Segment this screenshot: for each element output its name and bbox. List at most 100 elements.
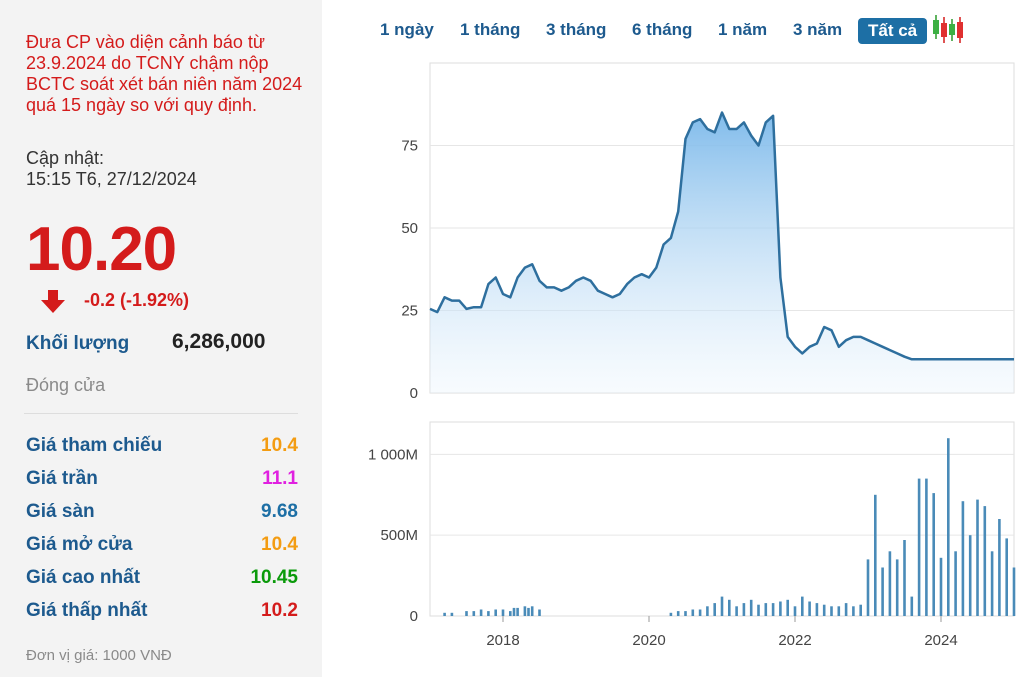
unit-note: Đơn vị giá: 1000 VNĐ [26,647,172,664]
volume-bar [764,603,768,616]
volume-bar [947,438,950,616]
volume-bar [749,599,753,616]
volume-bar [808,601,811,616]
volume-bar [786,599,789,616]
volume-bar [523,606,527,616]
stat-label: Giá trần [26,468,98,489]
volume-bar [1005,538,1008,616]
price-chart: 0 25 50 75 [401,62,1015,402]
tab-3-months[interactable]: 3 tháng [546,20,607,39]
market-status: Đóng cửa [26,375,106,395]
volume-bar [501,609,505,616]
candlestick-chart-icon[interactable] [930,13,966,45]
stat-row-floor: Giá sàn 9.68 [26,501,298,525]
volume-bar [538,609,541,616]
volume-bar [998,519,1001,616]
volume-bar [874,494,877,617]
volume-bar [443,612,446,616]
volume-bar [815,603,819,616]
volume-bar [757,604,760,616]
stat-label: Giá tham chiếu [26,435,163,456]
stat-value: 10.4 [261,534,298,555]
price-line [429,111,1014,361]
period-tabs: 1 ngày 1 tháng 3 tháng 6 tháng 1 năm 3 n… [372,18,992,46]
volume-bar [925,478,928,616]
tab-1-month[interactable]: 1 tháng [460,20,521,39]
stat-label: Giá cao nhất [26,567,141,588]
update-info: Cập nhật: 15:15 T6, 27/12/2024 [26,148,306,190]
volume-bar [669,612,673,616]
down-arrow-icon [41,290,65,313]
volume-bar [910,596,914,616]
volume-bar [728,599,731,616]
stat-row-open: Giá mở cửa 10.4 [26,534,298,558]
volume-bar [822,604,826,616]
volume-bar [859,604,862,616]
info-panel: Đưa CP vào diện cảnh báo từ 23.9.2024 do… [0,0,322,677]
volume-bar [465,611,468,616]
current-price: 10.20 [26,215,177,284]
stat-value: 11.1 [262,468,298,489]
price-y-tick-label: 75 [401,138,418,155]
volume-bar [830,606,833,616]
volume-bar [881,567,884,616]
stat-label: Giá sàn [26,501,95,522]
volume-label: Khối lượng [26,333,130,354]
tab-3-years[interactable]: 3 năm [793,20,843,39]
volume-bar [771,603,775,616]
volume-bar [516,607,519,616]
x-tick-label: 2022 [778,632,811,649]
volume-bar [1012,567,1016,616]
price-change: -0.2 (-1.92%) [84,290,190,310]
volume-bar [866,559,870,616]
volume-bar [676,611,680,616]
update-label: Cập nhật: [26,148,105,168]
price-y-tick-label: 50 [401,220,418,237]
volume-bar [837,606,841,616]
volume-value: 6,286,000 [172,330,266,353]
volume-bar [487,611,490,616]
volume-y-tick-label: 500M [380,527,418,544]
volume-bar [961,501,965,616]
x-tick-label: 2024 [924,632,957,649]
volume-bar [742,603,746,616]
volume-bar [494,609,497,616]
tab-1-year[interactable]: 1 năm [718,20,768,39]
stat-label: Giá thấp nhất [26,600,148,621]
tab-all[interactable]: Tất cả [858,18,928,44]
price-y-tick-label: 0 [410,385,418,402]
volume-bar [983,506,987,616]
volume-bar [888,551,892,616]
volume-bar [903,540,906,616]
volume-bar [939,557,943,616]
stat-value: 10.4 [261,435,298,456]
stat-value: 10.45 [250,567,298,588]
volume-bar [968,535,972,616]
stat-value: 10.2 [261,600,298,621]
volume-y-tick-label: 1 000M [368,446,418,463]
volume-bar [895,559,899,616]
price-area [430,112,1014,393]
divider [24,413,298,414]
warning-text: Đưa CP vào diện cảnh báo từ 23.9.2024 do… [26,32,303,115]
x-tick-label: 2020 [632,632,665,649]
volume-bar [684,611,687,616]
tab-1-day[interactable]: 1 ngày [380,20,434,39]
volume-bar [698,609,702,616]
stat-value: 9.68 [261,501,298,522]
volume-bar [450,612,454,616]
tab-6-months[interactable]: 6 tháng [632,20,693,39]
stat-label: Giá mở cửa [26,534,133,555]
volume-bar [779,601,782,616]
volume-bar [793,606,797,616]
stat-row-reference: Giá tham chiếu 10.4 [26,435,298,459]
volume-y-tick-label: 0 [410,608,418,625]
volume-bar [472,611,476,616]
volume-bar [917,478,921,616]
volume-bar [479,609,483,616]
volume-bar [509,611,512,616]
volume-bar [530,606,534,616]
volume-bar [932,493,935,616]
update-time: 15:15 T6, 27/12/2024 [26,169,197,189]
volume-bar [954,551,957,616]
